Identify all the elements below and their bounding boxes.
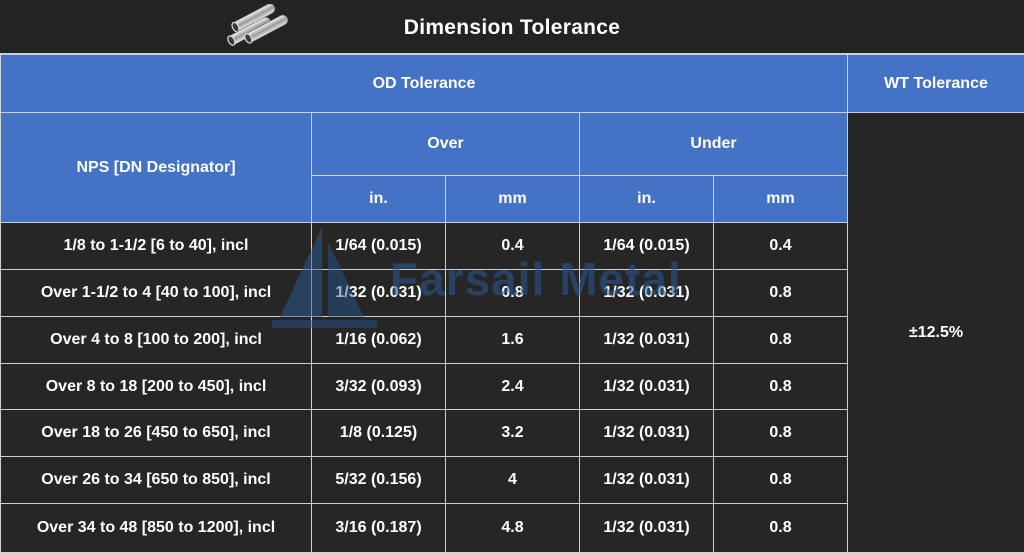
under-in-cell: 1/32 (0.031) bbox=[580, 317, 714, 364]
under-in-cell: 1/32 (0.031) bbox=[580, 364, 714, 410]
under-in-cell: 1/32 (0.031) bbox=[580, 270, 714, 317]
over-mm-header: mm bbox=[446, 176, 580, 223]
dimension-tolerance-table: OD Tolerance WT Tolerance NPS [DN Design… bbox=[0, 54, 1024, 553]
under-mm-header: mm bbox=[714, 176, 848, 223]
over-in-cell: 3/32 (0.093) bbox=[312, 364, 446, 410]
over-mm-cell: 0.8 bbox=[446, 270, 580, 317]
under-mm-cell: 0.8 bbox=[714, 504, 848, 553]
title-bar: Dimension Tolerance bbox=[0, 0, 1024, 54]
nps-cell: 1/8 to 1-1/2 [6 to 40], incl bbox=[1, 223, 312, 270]
page-title: Dimension Tolerance bbox=[0, 0, 1024, 54]
over-mm-cell: 4.8 bbox=[446, 504, 580, 553]
nps-cell: Over 26 to 34 [650 to 850], incl bbox=[1, 457, 312, 504]
over-mm-cell: 0.4 bbox=[446, 223, 580, 270]
under-in-header: in. bbox=[580, 176, 714, 223]
over-header: Over bbox=[312, 113, 580, 176]
nps-cell: Over 4 to 8 [100 to 200], incl bbox=[1, 317, 312, 364]
od-tolerance-header: OD Tolerance bbox=[1, 55, 848, 113]
under-mm-cell: 0.4 bbox=[714, 223, 848, 270]
over-in-cell: 5/32 (0.156) bbox=[312, 457, 446, 504]
over-in-cell: 1/64 (0.015) bbox=[312, 223, 446, 270]
nps-cell: Over 18 to 26 [450 to 650], incl bbox=[1, 410, 312, 457]
under-mm-cell: 0.8 bbox=[714, 317, 848, 364]
wt-tolerance-header: WT Tolerance bbox=[848, 55, 1024, 113]
over-in-cell: 1/16 (0.062) bbox=[312, 317, 446, 364]
over-mm-cell: 1.6 bbox=[446, 317, 580, 364]
nps-cell: Over 1-1/2 to 4 [40 to 100], incl bbox=[1, 270, 312, 317]
nps-cell: Over 34 to 48 [850 to 1200], incl bbox=[1, 504, 312, 553]
under-mm-cell: 0.8 bbox=[714, 410, 848, 457]
under-in-cell: 1/32 (0.031) bbox=[580, 410, 714, 457]
wt-tolerance-value: ±12.5% bbox=[848, 113, 1024, 553]
under-header: Under bbox=[580, 113, 848, 176]
over-in-cell: 1/32 (0.031) bbox=[312, 270, 446, 317]
nps-header: NPS [DN Designator] bbox=[1, 113, 312, 223]
under-mm-cell: 0.8 bbox=[714, 364, 848, 410]
under-in-cell: 1/64 (0.015) bbox=[580, 223, 714, 270]
over-in-cell: 1/8 (0.125) bbox=[312, 410, 446, 457]
over-mm-cell: 4 bbox=[446, 457, 580, 504]
over-mm-cell: 3.2 bbox=[446, 410, 580, 457]
under-in-cell: 1/32 (0.031) bbox=[580, 504, 714, 553]
over-mm-cell: 2.4 bbox=[446, 364, 580, 410]
nps-cell: Over 8 to 18 [200 to 450], incl bbox=[1, 364, 312, 410]
under-in-cell: 1/32 (0.031) bbox=[580, 457, 714, 504]
over-in-cell: 3/16 (0.187) bbox=[312, 504, 446, 553]
over-in-header: in. bbox=[312, 176, 446, 223]
under-mm-cell: 0.8 bbox=[714, 457, 848, 504]
under-mm-cell: 0.8 bbox=[714, 270, 848, 317]
